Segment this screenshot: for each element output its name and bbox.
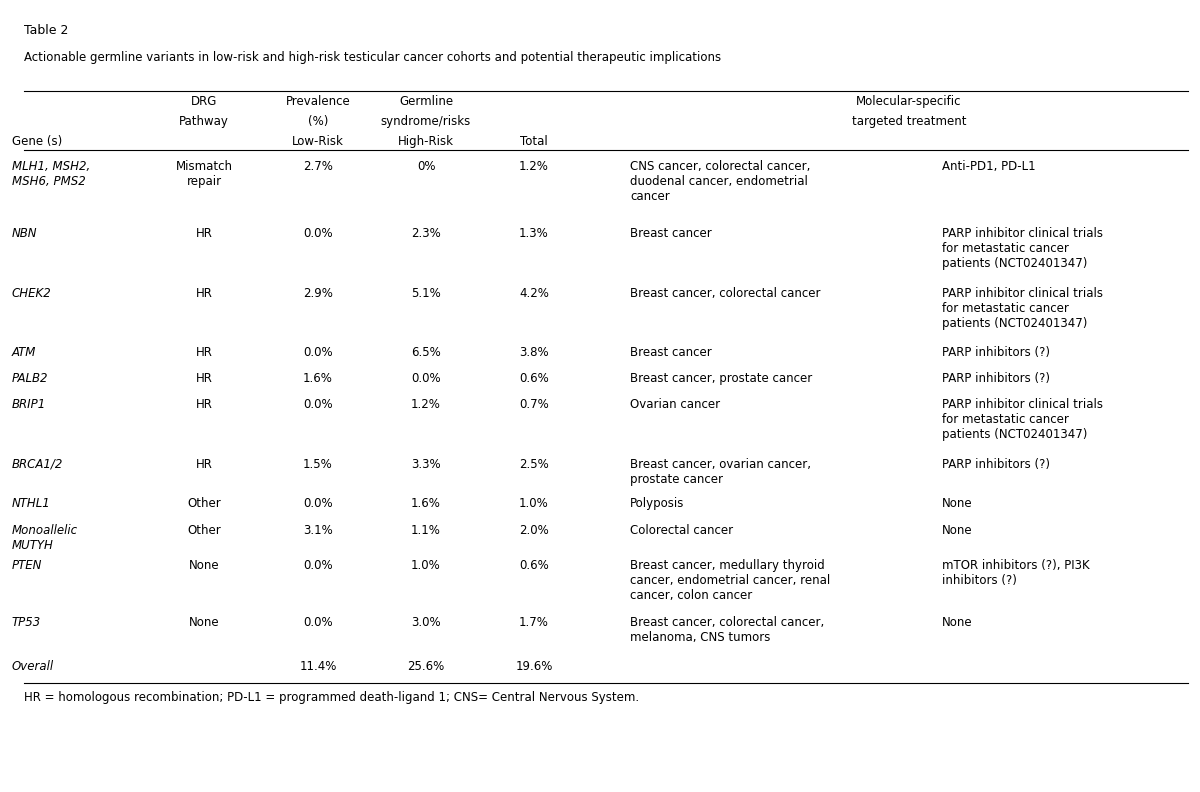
Text: 2.0%: 2.0% — [520, 524, 548, 536]
Text: 0.6%: 0.6% — [520, 559, 548, 572]
Text: Ovarian cancer: Ovarian cancer — [630, 398, 720, 411]
Text: 11.4%: 11.4% — [299, 660, 337, 672]
Text: 1.3%: 1.3% — [520, 227, 548, 240]
Text: Other: Other — [187, 497, 221, 510]
Text: 25.6%: 25.6% — [407, 660, 445, 672]
Text: 3.1%: 3.1% — [304, 524, 332, 536]
Text: PALB2: PALB2 — [12, 372, 48, 385]
Text: HR: HR — [196, 398, 212, 411]
Text: None: None — [188, 559, 220, 572]
Text: targeted treatment: targeted treatment — [852, 115, 966, 128]
Text: Pathway: Pathway — [179, 115, 229, 128]
Text: Anti-PD1, PD-L1: Anti-PD1, PD-L1 — [942, 160, 1036, 173]
Text: ATM: ATM — [12, 346, 36, 359]
Text: CHEK2: CHEK2 — [12, 287, 52, 299]
Text: 3.3%: 3.3% — [412, 458, 440, 470]
Text: 0.0%: 0.0% — [304, 559, 332, 572]
Text: TP53: TP53 — [12, 616, 41, 629]
Text: HR: HR — [196, 287, 212, 299]
Text: 0.6%: 0.6% — [520, 372, 548, 385]
Text: PARP inhibitors (?): PARP inhibitors (?) — [942, 372, 1050, 385]
Text: Colorectal cancer: Colorectal cancer — [630, 524, 733, 536]
Text: 6.5%: 6.5% — [412, 346, 440, 359]
Text: 2.5%: 2.5% — [520, 458, 548, 470]
Text: 1.5%: 1.5% — [304, 458, 332, 470]
Text: PARP inhibitors (?): PARP inhibitors (?) — [942, 346, 1050, 359]
Text: Gene (s): Gene (s) — [12, 135, 62, 147]
Text: Monoallelic
MUTYH: Monoallelic MUTYH — [12, 524, 78, 551]
Text: 1.2%: 1.2% — [412, 398, 440, 411]
Text: PARP inhibitor clinical trials
for metastatic cancer
patients (NCT02401347): PARP inhibitor clinical trials for metas… — [942, 227, 1103, 270]
Text: Polyposis: Polyposis — [630, 497, 684, 510]
Text: 2.9%: 2.9% — [304, 287, 332, 299]
Text: 0.0%: 0.0% — [304, 616, 332, 629]
Text: NTHL1: NTHL1 — [12, 497, 50, 510]
Text: HR: HR — [196, 372, 212, 385]
Text: 0.0%: 0.0% — [304, 346, 332, 359]
Text: None: None — [942, 524, 973, 536]
Text: Molecular-specific: Molecular-specific — [857, 95, 961, 108]
Text: syndrome/risks: syndrome/risks — [380, 115, 472, 128]
Text: 0.7%: 0.7% — [520, 398, 548, 411]
Text: BRIP1: BRIP1 — [12, 398, 47, 411]
Text: 1.6%: 1.6% — [412, 497, 440, 510]
Text: HR: HR — [196, 458, 212, 470]
Text: None: None — [188, 616, 220, 629]
Text: 19.6%: 19.6% — [515, 660, 553, 672]
Text: NBN: NBN — [12, 227, 37, 240]
Text: Mismatch
repair: Mismatch repair — [175, 160, 233, 188]
Text: PTEN: PTEN — [12, 559, 42, 572]
Text: Breast cancer, colorectal cancer: Breast cancer, colorectal cancer — [630, 287, 821, 299]
Text: Other: Other — [187, 524, 221, 536]
Text: Breast cancer: Breast cancer — [630, 227, 712, 240]
Text: Overall: Overall — [12, 660, 54, 672]
Text: BRCA1/2: BRCA1/2 — [12, 458, 64, 470]
Text: 2.3%: 2.3% — [412, 227, 440, 240]
Text: 1.7%: 1.7% — [520, 616, 548, 629]
Text: PARP inhibitors (?): PARP inhibitors (?) — [942, 458, 1050, 470]
Text: MLH1, MSH2,
MSH6, PMS2: MLH1, MSH2, MSH6, PMS2 — [12, 160, 90, 188]
Text: Breast cancer, prostate cancer: Breast cancer, prostate cancer — [630, 372, 812, 385]
Text: CNS cancer, colorectal cancer,
duodenal cancer, endometrial
cancer: CNS cancer, colorectal cancer, duodenal … — [630, 160, 810, 203]
Text: 3.8%: 3.8% — [520, 346, 548, 359]
Text: 3.0%: 3.0% — [412, 616, 440, 629]
Text: None: None — [942, 616, 973, 629]
Text: Breast cancer, ovarian cancer,
prostate cancer: Breast cancer, ovarian cancer, prostate … — [630, 458, 811, 485]
Text: HR: HR — [196, 346, 212, 359]
Text: Total: Total — [520, 135, 548, 147]
Text: Breast cancer, medullary thyroid
cancer, endometrial cancer, renal
cancer, colon: Breast cancer, medullary thyroid cancer,… — [630, 559, 830, 602]
Text: 5.1%: 5.1% — [412, 287, 440, 299]
Text: 1.1%: 1.1% — [412, 524, 440, 536]
Text: None: None — [942, 497, 973, 510]
Text: HR: HR — [196, 227, 212, 240]
Text: Prevalence: Prevalence — [286, 95, 350, 108]
Text: 1.2%: 1.2% — [520, 160, 548, 173]
Text: 0.0%: 0.0% — [304, 497, 332, 510]
Text: PARP inhibitor clinical trials
for metastatic cancer
patients (NCT02401347): PARP inhibitor clinical trials for metas… — [942, 398, 1103, 441]
Text: 0.0%: 0.0% — [304, 227, 332, 240]
Text: 4.2%: 4.2% — [520, 287, 548, 299]
Text: 1.6%: 1.6% — [304, 372, 332, 385]
Text: 0.0%: 0.0% — [412, 372, 440, 385]
Text: HR = homologous recombination; PD-L1 = programmed death-ligand 1; CNS= Central N: HR = homologous recombination; PD-L1 = p… — [24, 691, 640, 704]
Text: Germline: Germline — [398, 95, 454, 108]
Text: Table 2: Table 2 — [24, 24, 68, 36]
Text: Breast cancer: Breast cancer — [630, 346, 712, 359]
Text: DRG: DRG — [191, 95, 217, 108]
Text: 0.0%: 0.0% — [304, 398, 332, 411]
Text: PARP inhibitor clinical trials
for metastatic cancer
patients (NCT02401347): PARP inhibitor clinical trials for metas… — [942, 287, 1103, 329]
Text: 1.0%: 1.0% — [520, 497, 548, 510]
Text: High-Risk: High-Risk — [398, 135, 454, 147]
Text: Actionable germline variants in low-risk and high-risk testicular cancer cohorts: Actionable germline variants in low-risk… — [24, 51, 721, 64]
Text: 2.7%: 2.7% — [304, 160, 332, 173]
Text: mTOR inhibitors (?), PI3K
inhibitors (?): mTOR inhibitors (?), PI3K inhibitors (?) — [942, 559, 1090, 587]
Text: 0%: 0% — [416, 160, 436, 173]
Text: Breast cancer, colorectal cancer,
melanoma, CNS tumors: Breast cancer, colorectal cancer, melano… — [630, 616, 824, 644]
Text: (%): (%) — [308, 115, 328, 128]
Text: 1.0%: 1.0% — [412, 559, 440, 572]
Text: Low-Risk: Low-Risk — [292, 135, 344, 147]
